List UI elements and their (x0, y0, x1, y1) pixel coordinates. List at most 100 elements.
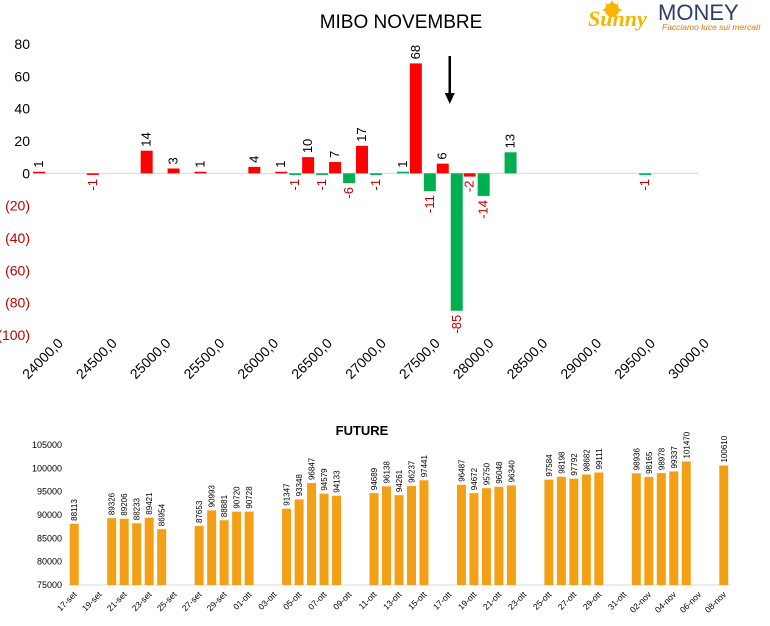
x-tick-label: 23-ott (506, 589, 529, 612)
data-label: 89326 (108, 492, 117, 515)
bar (504, 152, 517, 174)
bar (594, 472, 604, 585)
bar (456, 484, 466, 585)
y-tick-label: 75000 (37, 580, 62, 590)
y-tick-label: (100) (0, 327, 30, 343)
data-label: -1 (287, 179, 302, 191)
x-tick-label: 06-nov (678, 589, 704, 615)
bar (544, 479, 554, 585)
data-label: 98165 (645, 451, 654, 474)
bar (369, 493, 379, 585)
bar (450, 173, 463, 311)
x-tick-label: 09-ott (331, 589, 354, 612)
data-label: -2 (462, 181, 477, 193)
sunny-money-logo: Sunny MONEY Facciamo luce sui mercati (588, 0, 761, 32)
x-tick-label: 01-ott (231, 589, 254, 612)
bar (219, 520, 229, 585)
bar (282, 508, 292, 585)
data-label: 14 (139, 132, 154, 146)
bar (463, 173, 476, 177)
data-label: 96048 (495, 461, 504, 484)
data-label: 93348 (295, 474, 304, 497)
chart2-x-axis: 17-set 19-set 21-set 23-set 25-set 27-set 29-s… (55, 589, 729, 615)
data-label: 10 (300, 139, 315, 153)
bar (409, 63, 422, 174)
y-tick-label: 0 (22, 165, 30, 181)
x-tick-label: 26000,0 (234, 335, 281, 382)
bar (556, 476, 566, 585)
x-tick-label: 27500,0 (396, 335, 443, 382)
bar (419, 480, 429, 585)
chart1-x-axis: 24000,0 24500,0 25000,0 25500,0 26000,0 26500… (19, 335, 712, 382)
bar (656, 473, 666, 585)
logo-tagline: Facciamo luce sui mercati (662, 22, 761, 32)
bar (406, 485, 416, 585)
x-tick-label: 23-set (130, 589, 154, 613)
x-tick-label: 28000,0 (450, 335, 497, 382)
x-tick-label: 27000,0 (342, 335, 389, 382)
bar (719, 465, 729, 585)
data-label: 13 (503, 134, 518, 148)
x-tick-label: 26500,0 (288, 335, 335, 382)
data-label: -1 (85, 179, 100, 191)
data-label: -1 (637, 179, 652, 191)
data-label: 98936 (632, 448, 641, 471)
chart1-title: MIBO NOVEMBRE (320, 12, 483, 33)
data-label: 99111 (595, 448, 604, 470)
bar (302, 157, 315, 174)
bar (669, 471, 679, 585)
x-tick-label: 08-nov (703, 589, 729, 615)
data-label: 98978 (657, 447, 666, 470)
data-label: 68 (408, 45, 423, 59)
data-label: -6 (341, 187, 356, 199)
x-tick-label: 19-set (80, 589, 104, 613)
x-tick-label: 05-ott (281, 589, 304, 612)
bar (581, 474, 591, 585)
x-tick-label: 25-ott (531, 589, 554, 612)
y-tick-label: 100000 (32, 463, 62, 473)
data-label: 88233 (133, 497, 142, 520)
bar (477, 173, 490, 196)
bar (631, 473, 641, 585)
bar (343, 173, 356, 184)
data-label: 96487 (457, 459, 466, 482)
arrow-head (444, 93, 455, 104)
chart2-y-axis: 105000 100000 95000 90000 85000 80000 75000 (32, 440, 62, 590)
data-label: 94261 (395, 469, 404, 492)
y-tick-label: (20) (5, 198, 30, 214)
data-label: 97441 (420, 454, 429, 477)
data-label: 95750 (482, 462, 491, 485)
data-label: 17 (354, 127, 369, 141)
bar (69, 523, 79, 585)
bar (319, 493, 329, 585)
data-label: 90728 (245, 486, 254, 509)
bar (207, 510, 217, 585)
data-label: -85 (449, 315, 464, 334)
bar (140, 150, 153, 174)
bar (194, 171, 207, 174)
data-label: 101470 (682, 431, 691, 458)
data-label: 94579 (320, 468, 329, 491)
y-tick-label: 90000 (37, 510, 62, 520)
data-label: 97792 (570, 453, 579, 476)
data-label: 1 (273, 160, 288, 167)
y-tick-label: (80) (5, 295, 30, 311)
x-tick-label: 19-ott (456, 589, 479, 612)
bar (423, 173, 436, 192)
future-chart: FUTURE 105000 100000 95000 90000 85000 80000 7… (32, 423, 730, 615)
data-label: 91347 (283, 483, 292, 506)
data-label: 94689 (370, 467, 379, 490)
data-label: -1 (314, 179, 329, 191)
data-label: 6 (435, 152, 450, 159)
x-tick-label: 31-ott (606, 589, 629, 612)
x-tick-label: 07-ott (306, 589, 329, 612)
bar (119, 518, 129, 585)
mibo-novembre-chart: MIBO NOVEMBRE 80 60 40 20 0 (20) (40) (60) (80) (… (0, 12, 712, 382)
sun-icon (602, 0, 622, 17)
data-label: 98682 (582, 449, 591, 472)
chart2-data-labels: 88113 89326 89206 88233 89421 86954 87653 90993… (70, 431, 729, 526)
y-tick-label: 40 (14, 101, 30, 117)
bar (248, 166, 261, 174)
x-tick-label: 17-ott (431, 589, 454, 612)
